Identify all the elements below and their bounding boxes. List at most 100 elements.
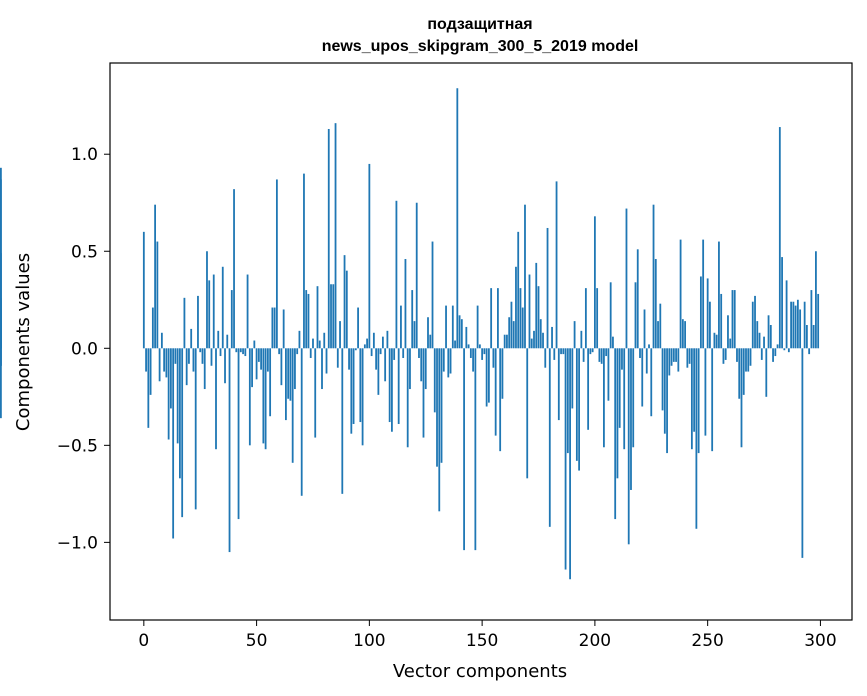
y-tick-label-1: −0.5 bbox=[57, 436, 98, 456]
bar-154 bbox=[490, 288, 493, 349]
bar-110 bbox=[391, 348, 393, 432]
bar-29 bbox=[208, 280, 211, 349]
bar-118 bbox=[409, 348, 411, 390]
bar-17 bbox=[181, 348, 184, 518]
bar-148 bbox=[476, 305, 479, 349]
bar-132 bbox=[440, 348, 443, 463]
bar-296 bbox=[810, 290, 813, 349]
bar-224 bbox=[648, 344, 650, 349]
bar-246 bbox=[697, 348, 700, 454]
bar-65 bbox=[289, 348, 292, 401]
bar-294 bbox=[805, 325, 808, 349]
bar-288 bbox=[792, 301, 795, 349]
bar-250 bbox=[706, 278, 709, 349]
bar-292 bbox=[801, 348, 804, 558]
bar-49 bbox=[253, 340, 256, 349]
bar-106 bbox=[381, 336, 384, 349]
bar-188 bbox=[566, 348, 569, 454]
bar-102 bbox=[372, 332, 375, 349]
bar-191 bbox=[573, 321, 576, 349]
bar-235 bbox=[672, 348, 675, 362]
bar-64 bbox=[287, 348, 290, 399]
bar-240 bbox=[684, 321, 686, 349]
bar-260 bbox=[729, 338, 732, 349]
bar-74 bbox=[309, 348, 312, 358]
bar-155 bbox=[492, 348, 495, 368]
x-tick-label-50: 50 bbox=[246, 631, 268, 651]
bar-189 bbox=[569, 348, 571, 580]
bar-159 bbox=[501, 348, 504, 399]
bar-123 bbox=[420, 348, 423, 382]
bar-40 bbox=[233, 189, 235, 349]
bar-217 bbox=[632, 348, 635, 448]
bar-239 bbox=[681, 319, 684, 349]
bar-145 bbox=[469, 348, 472, 358]
bar-192 bbox=[575, 348, 578, 461]
x-tick-label-100: 100 bbox=[353, 631, 385, 651]
bar-115 bbox=[402, 348, 405, 358]
bar-215 bbox=[627, 348, 630, 545]
bar-194 bbox=[580, 330, 583, 349]
bar-180 bbox=[548, 348, 551, 527]
bar-26 bbox=[201, 348, 204, 364]
bar-167 bbox=[519, 288, 522, 349]
bar-140 bbox=[458, 315, 461, 349]
bar-43 bbox=[239, 348, 242, 353]
bar-186 bbox=[562, 348, 565, 355]
bar-38 bbox=[228, 348, 231, 553]
bar-273 bbox=[758, 332, 761, 349]
bar-163 bbox=[510, 301, 513, 349]
bar-131 bbox=[438, 348, 441, 512]
bar-241 bbox=[686, 348, 689, 368]
bar-82 bbox=[327, 128, 330, 349]
bar-87 bbox=[339, 321, 341, 349]
bar-210 bbox=[616, 348, 619, 479]
bar-237 bbox=[677, 348, 680, 372]
bar-153 bbox=[487, 348, 490, 403]
x-tick-label-250: 250 bbox=[691, 631, 723, 651]
bar-249 bbox=[704, 348, 707, 436]
bar-37 bbox=[226, 334, 229, 349]
bar-71 bbox=[303, 173, 305, 349]
bar-76 bbox=[314, 348, 317, 438]
bar-56 bbox=[269, 348, 272, 417]
bar-236 bbox=[675, 348, 677, 362]
bar-176 bbox=[539, 319, 542, 349]
bar-281 bbox=[776, 344, 779, 349]
bar-187 bbox=[564, 348, 567, 570]
bar-3 bbox=[149, 348, 152, 395]
bar-119 bbox=[411, 290, 414, 349]
bar-219 bbox=[636, 249, 639, 349]
bar-99 bbox=[366, 338, 368, 349]
bar-45 bbox=[244, 348, 247, 357]
bar-232 bbox=[666, 348, 668, 454]
bar-86 bbox=[336, 348, 339, 368]
bar-96 bbox=[359, 348, 362, 423]
bar-27 bbox=[203, 348, 206, 390]
bar-16 bbox=[179, 348, 181, 479]
bar-291 bbox=[799, 309, 802, 349]
bar-227 bbox=[654, 259, 657, 349]
bar-213 bbox=[623, 348, 626, 450]
bar-62 bbox=[282, 309, 285, 349]
bar-290 bbox=[796, 299, 799, 349]
bar-83 bbox=[330, 284, 332, 349]
bar-53 bbox=[262, 348, 265, 444]
bar-204 bbox=[603, 348, 605, 448]
bar-198 bbox=[589, 348, 592, 355]
bar-282 bbox=[778, 127, 781, 349]
bar-251 bbox=[709, 301, 711, 349]
bars-group bbox=[0, 88, 820, 580]
bar-18 bbox=[183, 297, 186, 349]
bar-199 bbox=[591, 348, 594, 353]
bar-270 bbox=[751, 301, 754, 349]
bar-158 bbox=[499, 348, 502, 452]
bar-10 bbox=[165, 348, 168, 378]
bar-124 bbox=[422, 348, 425, 438]
bar-21 bbox=[190, 328, 193, 349]
bar-141 bbox=[460, 319, 463, 349]
bar-98 bbox=[363, 344, 366, 349]
bar-257 bbox=[722, 348, 725, 364]
